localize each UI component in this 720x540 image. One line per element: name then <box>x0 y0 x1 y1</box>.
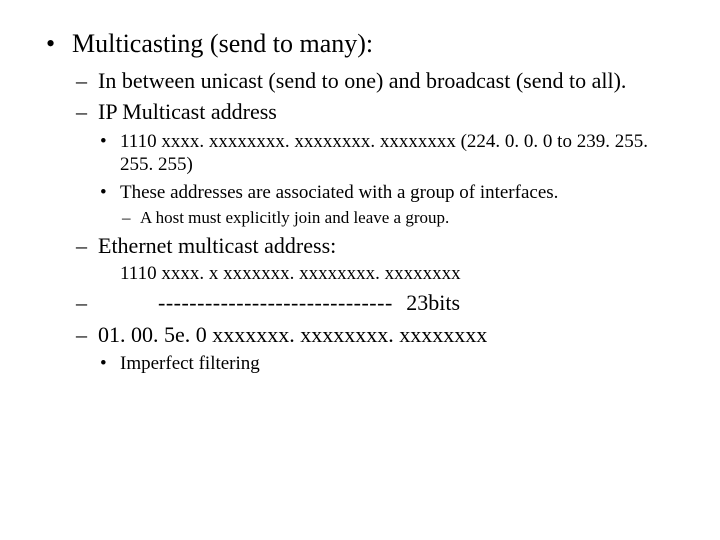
item-imperfect: Imperfect filtering <box>98 352 680 376</box>
between-text: In between unicast (send to one) and bro… <box>98 68 626 93</box>
item-between: In between unicast (send to one) and bro… <box>72 67 680 95</box>
bullet-list-lvl4-join: A host must explicitly join and leave a … <box>120 207 680 228</box>
bullet-list-lvl1: Multicasting (send to many): In between … <box>40 28 680 376</box>
item-ipmc-pattern: 1110 xxxx. xxxxxxxx. xxxxxxxx. xxxxxxxx … <box>98 130 680 178</box>
dashes-text: ------------------------------ <box>98 290 401 315</box>
bits23-text: 23bits <box>406 290 460 315</box>
ethmc-text: Ethernet multicast address: <box>98 233 336 258</box>
bullet-list-lvl3-ipmc: 1110 xxxx. xxxxxxxx. xxxxxxxx. xxxxxxxx … <box>98 130 680 229</box>
eth-pattern-line: 1110 xxxx. x xxxxxxx. xxxxxxxx. xxxxxxxx <box>98 262 680 286</box>
imperfect-text: Imperfect filtering <box>120 353 260 374</box>
ipmc-text: IP Multicast address <box>98 99 277 124</box>
bullet-list-lvl3-imperfect: Imperfect filtering <box>98 352 680 376</box>
mac-text: 01. 00. 5e. 0 xxxxxxx. xxxxxxxx. xxxxxxx… <box>98 322 487 347</box>
eth-pattern-text: 1110 xxxx. x xxxxxxx. xxxxxxxx. xxxxxxxx <box>120 263 461 284</box>
item-multicasting: Multicasting (send to many): In between … <box>40 28 680 376</box>
slide: Multicasting (send to many): In between … <box>0 0 720 540</box>
item-ip-multicast: IP Multicast address 1110 xxxx. xxxxxxxx… <box>72 98 680 228</box>
item-dash-23bits: ------------------------------ 23bits <box>72 289 680 317</box>
item-mac: 01. 00. 5e. 0 xxxxxxx. xxxxxxxx. xxxxxxx… <box>72 321 680 376</box>
bullet-list-lvl2: In between unicast (send to one) and bro… <box>72 67 680 377</box>
item-ipmc-assoc: These addresses are associated with a gr… <box>98 181 680 228</box>
ipmc-assoc-text: These addresses are associated with a gr… <box>120 182 558 203</box>
item-ethernet-multicast: Ethernet multicast address: 1110 xxxx. x… <box>72 232 680 285</box>
item-join: A host must explicitly join and leave a … <box>120 207 680 228</box>
join-text: A host must explicitly join and leave a … <box>140 208 449 227</box>
title-text: Multicasting (send to many): <box>72 29 373 58</box>
ipmc-pattern-text: 1110 xxxx. xxxxxxxx. xxxxxxxx. xxxxxxxx … <box>120 131 648 176</box>
